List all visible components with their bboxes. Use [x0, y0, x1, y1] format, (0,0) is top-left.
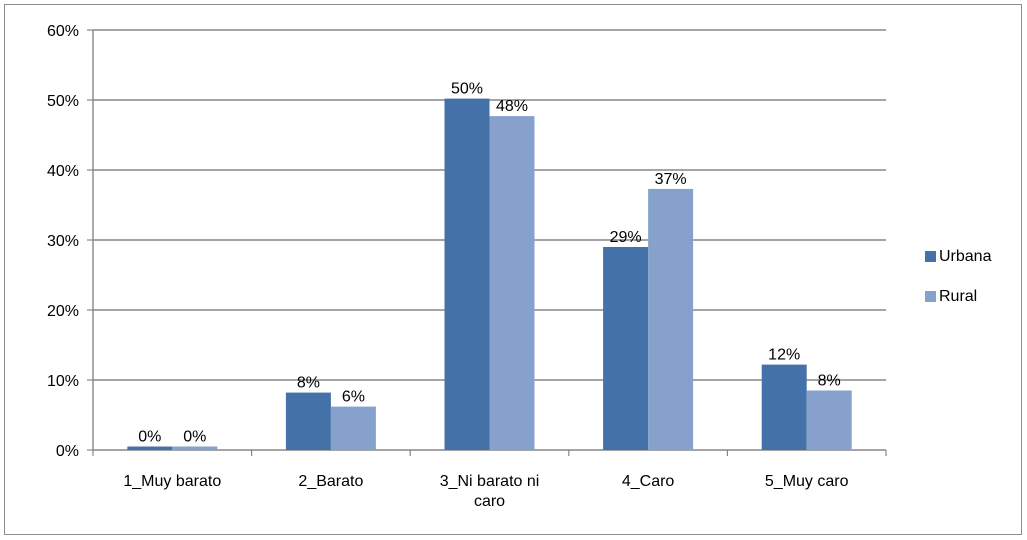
bar-urbana [603, 247, 649, 450]
bar-urbana [285, 392, 331, 450]
data-label: 8% [297, 375, 320, 392]
y-tick-label: 0% [56, 443, 79, 460]
data-label: 48% [496, 98, 528, 115]
legend-label-rural: Rural [939, 288, 977, 305]
data-label: 0% [138, 429, 161, 446]
bar-rural [489, 116, 535, 450]
bar-urbana [761, 364, 807, 450]
y-tick-label: 10% [47, 373, 79, 390]
data-label: 6% [342, 389, 365, 406]
bar-rural [648, 188, 694, 450]
data-label: 8% [818, 373, 841, 390]
data-label: 37% [655, 171, 687, 188]
data-label: 0% [183, 429, 206, 446]
y-tick-label: 20% [47, 303, 79, 320]
y-tick-label: 40% [47, 163, 79, 180]
y-tick-label: 50% [47, 93, 79, 110]
y-tick-label: 30% [47, 233, 79, 250]
x-tick-label: 4_Caro [622, 473, 675, 490]
bar-rural [172, 446, 218, 450]
x-tick-label: 5_Muy caro [765, 473, 849, 490]
data-label: 50% [451, 81, 483, 98]
y-tick-label: 60% [47, 23, 79, 40]
bar-urbana [444, 98, 490, 450]
bar-rural [330, 406, 376, 450]
data-label: 29% [610, 229, 642, 246]
legend-swatch-rural [925, 291, 936, 302]
bar-urbana [127, 446, 173, 450]
legend-label-urbana: Urbana [939, 248, 992, 265]
x-tick-label: 1_Muy barato [123, 473, 221, 490]
data-label: 12% [768, 347, 800, 364]
x-tick-label: 2_Barato [298, 473, 363, 490]
bar-rural [806, 390, 852, 450]
legend-swatch-urbana [925, 251, 936, 262]
x-tick-label: 3_Ni barato ni [440, 473, 540, 490]
x-tick-label: caro [474, 493, 505, 510]
